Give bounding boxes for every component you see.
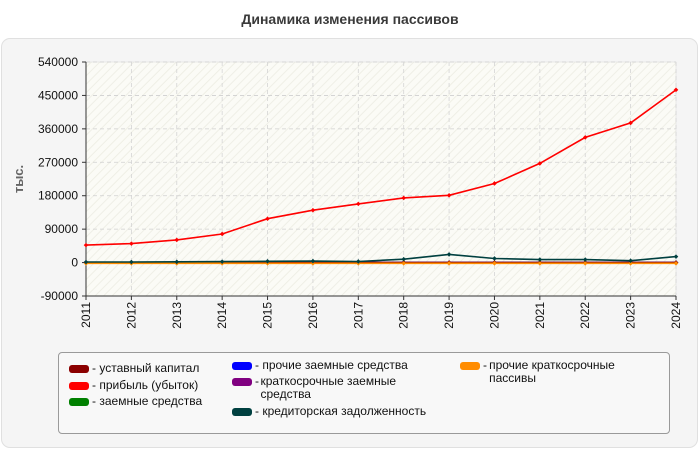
legend-swatch [69,398,89,406]
legend-label: краткосрочные заемные средства [260,374,396,401]
x-tick-label: 2013 [170,302,184,329]
legend: - уставный капитал - прибыль (убыток) - за… [58,352,670,434]
series-line [85,89,677,246]
legend-dash: - [92,361,100,375]
data-point [582,261,588,266]
legend-label: кредиторская задолженность [262,404,427,418]
data-point [537,257,543,262]
x-tick-label: 2018 [397,302,411,329]
legend-dash: - [255,404,263,418]
legend-swatch [232,378,252,386]
data-point [628,258,633,264]
data-point [310,207,316,213]
data-point [673,261,679,266]
data-point [673,254,679,259]
data-point [446,261,452,266]
x-tick-label: 2021 [533,302,547,329]
y-tick-label: 270000 [38,155,78,169]
legend-swatch [232,362,252,370]
data-point [219,231,225,237]
legend-item[interactable]: - краткосрочные заемные средства [232,375,402,401]
data-point [537,261,543,266]
data-point [83,259,89,265]
series-lines [83,87,679,266]
x-tick-labels: 2011 2012 2013 2014 2015 2016 2017 2018 2019 2020… [79,302,683,329]
legend-label: прочие краткосрочные пассивы [489,358,615,385]
data-point [310,258,316,264]
data-point [673,87,679,93]
data-point [174,259,180,265]
y-tick-label: 90000 [45,222,79,236]
y-tick-label: -90000 [41,289,79,303]
legend-item[interactable]: - кредиторская задолженность [232,405,462,418]
y-tick-label: 180000 [38,189,78,203]
y-tick-label: 360000 [38,122,78,136]
legend-dash: - [92,394,100,408]
data-point [265,216,270,222]
y-tick-label: 450000 [38,88,78,102]
legend-item[interactable]: - заемные средства [69,395,229,408]
data-point [356,201,361,207]
series-line [86,253,677,263]
legend-dash: - [255,358,263,372]
data-point [582,257,588,262]
plot-area [85,61,677,297]
y-tick-labels: 540000 450000 360000 270000 180000 90000 0 -900… [38,55,78,303]
data-point [401,261,406,266]
x-tick-label: 2014 [215,302,229,329]
legend-item[interactable]: - прочие краткосрочные пассивы [460,359,635,385]
x-tick-label: 2022 [578,302,592,329]
data-point [446,252,452,257]
data-point [628,261,633,266]
x-tick-label: 2020 [487,302,501,329]
legend-label: уставный капитал [99,361,200,375]
legend-swatch [232,408,252,416]
legend-label: заемные средства [99,394,203,408]
data-point [83,242,89,248]
legend-label: прибыль (убыток) [99,378,199,392]
legend-dash: - [255,374,259,401]
y-axis-label: тыс. [11,165,26,193]
data-point [582,135,588,140]
data-point [129,259,134,265]
legend-item[interactable]: - прибыль (убыток) [69,379,229,392]
legend-dash: - [92,378,100,392]
data-point [446,193,452,198]
data-point [492,256,497,261]
legend-swatch [460,362,480,370]
data-point [537,161,543,166]
chart-title: Динамика изменения пассивов [241,11,459,27]
x-tick-label: 2015 [261,302,275,329]
data-point [356,259,361,264]
data-point [401,256,406,262]
y-tick-label: 540000 [38,55,78,69]
y-tick-label: 0 [71,256,78,270]
data-point [219,259,225,264]
data-point [265,258,270,264]
legend-item[interactable]: - прочие заемные средства [232,359,442,372]
data-point [492,181,497,186]
legend-item[interactable]: - уставный капитал [69,362,229,375]
axes [82,61,677,300]
x-tick-label: 2016 [306,302,320,329]
legend-swatch [69,382,89,390]
data-point [129,241,134,246]
data-point [401,195,406,201]
data-point [174,237,180,243]
legend-label: прочие заемные средства [262,358,408,372]
x-tick-label: 2023 [624,302,638,329]
data-point [628,120,633,126]
legend-dash: - [483,358,487,385]
x-tick-label: 2024 [669,302,683,329]
data-point [492,261,497,266]
x-tick-label: 2019 [442,302,456,329]
x-tick-label: 2017 [351,302,365,329]
legend-swatch [69,365,89,373]
x-tick-label: 2012 [124,302,138,329]
x-tick-label: 2011 [79,302,93,328]
